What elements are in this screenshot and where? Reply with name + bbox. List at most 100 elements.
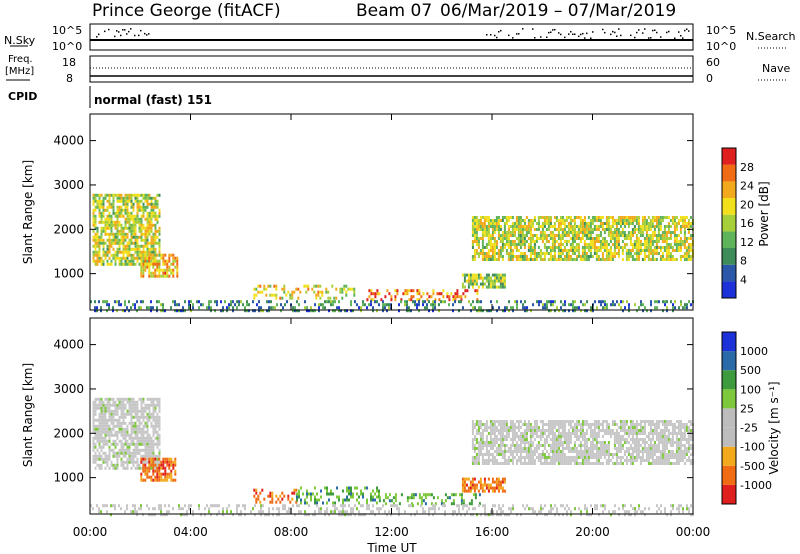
heatmap-cell	[505, 216, 508, 219]
heatmap-cell	[490, 300, 492, 304]
heatmap-cell	[134, 400, 137, 404]
heatmap-cell	[94, 406, 97, 410]
heatmap-cell	[663, 450, 666, 453]
heatmap-cell	[573, 222, 576, 225]
heatmap-cell	[263, 284, 266, 288]
heatmap-cell	[120, 211, 123, 215]
heatmap-cell	[631, 216, 634, 219]
heatmap-cell	[152, 256, 155, 260]
heatmap-cell	[555, 240, 558, 243]
heatmap-cell	[591, 243, 594, 246]
heatmap-cell	[575, 456, 578, 459]
heatmap-cell	[94, 238, 97, 242]
heatmap-cell	[613, 219, 616, 222]
heatmap-cell	[138, 244, 141, 248]
heatmap-cell	[617, 255, 620, 258]
heatmap-cell	[639, 231, 642, 234]
heatmap-cell	[112, 205, 115, 209]
heatmap-cell	[471, 420, 474, 423]
heatmap-cell	[112, 193, 115, 197]
heatmap-cell	[585, 246, 588, 249]
heatmap-cell	[100, 226, 103, 230]
heatmap-cell	[374, 300, 376, 304]
heatmap-cell	[601, 258, 604, 261]
heatmap-cell	[659, 246, 662, 249]
heatmap-cell	[527, 447, 530, 450]
heatmap-cell	[100, 424, 103, 428]
heatmap-cell	[677, 429, 680, 432]
heatmap-cell	[535, 432, 538, 435]
heatmap-cell	[96, 463, 99, 467]
heatmap-cell	[475, 453, 478, 456]
heatmap-cell	[683, 258, 686, 261]
heatmap-cell	[259, 284, 262, 288]
heatmap-cell	[106, 433, 109, 437]
heatmap-cell	[517, 444, 520, 447]
heatmap-cell	[503, 444, 506, 447]
heatmap-cell	[152, 463, 155, 467]
heatmap-cell	[649, 219, 652, 222]
heatmap-cell	[142, 436, 145, 440]
heatmap-cell	[491, 462, 494, 465]
heatmap-cell	[122, 202, 125, 206]
heatmap-cell	[475, 459, 478, 462]
heatmap-cell	[134, 466, 137, 470]
heatmap-cell	[523, 429, 526, 432]
heatmap-cell	[136, 238, 139, 242]
heatmap-cell	[513, 240, 516, 243]
heatmap-cell	[631, 438, 634, 441]
heatmap-cell	[547, 225, 550, 228]
heatmap-cell	[477, 480, 480, 484]
heatmap-cell	[471, 246, 474, 249]
heatmap-cell	[456, 292, 459, 296]
heatmap-cell	[382, 303, 384, 307]
heatmap-cell	[547, 426, 550, 429]
heatmap-cell	[593, 243, 596, 246]
heatmap-cell	[485, 225, 488, 228]
heatmap-cell	[319, 296, 322, 300]
heatmap-cell	[138, 247, 141, 251]
heatmap-cell	[152, 460, 155, 464]
heatmap-cell	[579, 240, 582, 243]
heatmap-cell	[146, 220, 149, 224]
heatmap-cell	[683, 237, 686, 240]
heatmap-cell	[643, 420, 646, 423]
heatmap-cell	[677, 426, 680, 429]
heatmap-cell	[489, 258, 492, 261]
heatmap-cell	[124, 421, 127, 425]
heatmap-cell	[516, 300, 518, 304]
heatmap-cell	[557, 237, 560, 240]
heatmap-cell	[674, 300, 676, 304]
heatmap-cell	[579, 228, 582, 231]
heatmap-cell	[563, 255, 566, 258]
heatmap-cell	[689, 225, 692, 228]
heatmap-cell	[545, 249, 548, 252]
heatmap-cell	[122, 445, 125, 449]
heatmap-cell	[617, 432, 620, 435]
heatmap-cell	[517, 438, 520, 441]
heatmap-cell	[92, 244, 95, 248]
y-tick-label: 4000	[53, 134, 84, 148]
heatmap-cell	[92, 256, 95, 260]
heatmap-cell	[667, 456, 670, 459]
heatmap-cell	[360, 309, 362, 313]
heatmap-cell	[458, 300, 460, 304]
heatmap-cell	[118, 421, 121, 425]
heatmap-cell	[587, 456, 590, 459]
heatmap-cell	[322, 306, 324, 310]
heatmap-cell	[116, 235, 119, 239]
heatmap-cell	[394, 289, 397, 293]
heatmap-cell	[631, 258, 634, 261]
heatmap-cell	[158, 472, 161, 476]
heatmap-cell	[561, 243, 564, 246]
heatmap-cell	[581, 426, 584, 429]
heatmap-cell	[559, 426, 562, 429]
heatmap-cell	[148, 259, 151, 263]
heatmap-cell	[258, 309, 260, 313]
heatmap-cell	[128, 409, 131, 413]
heatmap-cell	[150, 415, 153, 419]
heatmap-cell	[136, 430, 139, 434]
heatmap-cell	[495, 453, 498, 456]
heatmap-cell	[585, 456, 588, 459]
heatmap-cell	[527, 459, 530, 462]
